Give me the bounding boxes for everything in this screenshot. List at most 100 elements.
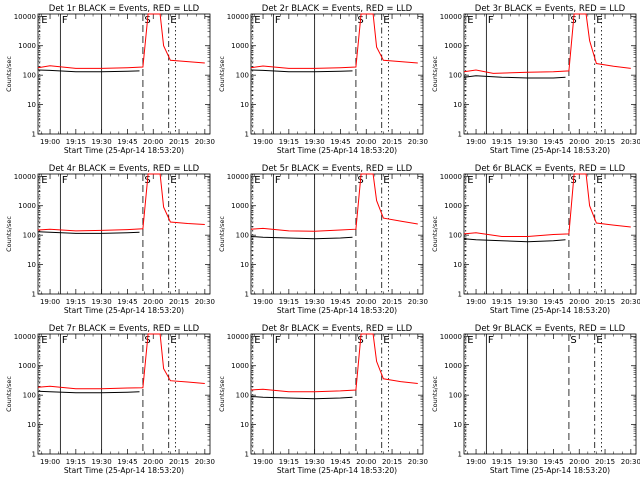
series-events-line [37,69,140,73]
x-tick-label: 20:00 [143,298,163,306]
x-axis-label: Start Time (25-Apr-14 18:53:20) [64,466,184,475]
y-tick-label: 1000 [231,42,249,50]
y-tick-label: 1 [245,451,249,459]
y-axis-label: Counts/sec [218,376,226,412]
y-tick-label: 10000 [440,333,462,341]
y-tick-label: 1 [32,131,36,139]
x-tick-label: 20:15 [595,458,615,466]
marker-label: E [254,335,260,346]
x-axis-label: Start Time (25-Apr-14 18:53:20) [277,306,397,315]
marker-label: S [570,335,576,346]
panel-title: Det 6r BLACK = Events, RED = LLD [475,164,626,174]
x-tick-label: 20:00 [356,458,376,466]
x-tick-label: 19:30 [92,458,112,466]
y-tick-label: 10000 [14,13,36,21]
plot-frame [37,173,211,295]
y-axis-label: Counts/sec [5,216,13,252]
plot-frame [37,333,211,455]
series-events-line [37,231,140,234]
x-tick-label: 19:45 [117,458,137,466]
series-lld-line [463,173,631,237]
marker-label: E [383,15,389,26]
y-tick-label: 10 [453,101,462,109]
panel-title: Det 7r BLACK = Events, RED = LLD [49,324,200,334]
y-tick-label: 10 [240,421,249,429]
marker-label: E [383,175,389,186]
x-tick-label: 20:15 [382,298,402,306]
y-tick-label: 10000 [14,173,36,181]
marker-label: E [41,335,47,346]
y-tick-label: 100 [236,392,249,400]
x-tick-label: 19:45 [330,458,350,466]
x-tick-label: 20:30 [621,458,640,466]
y-tick-label: 1 [458,291,462,299]
plot-frame [250,333,424,455]
x-tick-label: 19:00 [253,138,273,146]
y-tick-label: 100 [236,72,249,80]
x-tick-label: 19:30 [305,298,325,306]
y-tick-label: 1000 [231,202,249,210]
series-lld-line [463,13,631,74]
panel-title: Det 5r BLACK = Events, RED = LLD [262,164,413,174]
x-axis-label: Start Time (25-Apr-14 18:53:20) [277,466,397,475]
panel-title: Det 3r BLACK = Events, RED = LLD [475,4,626,14]
x-tick-label: 20:00 [569,458,589,466]
y-tick-label: 10 [27,101,36,109]
marker-label: F [488,15,494,26]
y-tick-label: 10000 [440,13,462,21]
series-lld-line [37,173,205,232]
x-tick-label: 19:00 [466,458,486,466]
plot-frame [463,333,637,455]
marker-label: E [254,175,260,186]
y-tick-label: 10000 [440,173,462,181]
x-tick-label: 20:00 [356,298,376,306]
marker-label: E [467,15,473,26]
marker-label: F [488,175,494,186]
x-tick-label: 19:15 [279,298,299,306]
marker-label: F [275,335,281,346]
plot-frame [250,13,424,135]
series-events-line [250,236,353,240]
x-tick-label: 20:15 [169,458,189,466]
y-tick-label: 10 [453,261,462,269]
series-lld-line [250,333,418,393]
x-tick-label: 20:00 [569,298,589,306]
y-tick-label: 10000 [14,333,36,341]
panel-det-6: Det 6r BLACK = Events, RED = LLD 1 10 100 10… [431,164,640,315]
y-tick-label: 1 [32,291,36,299]
y-tick-label: 10000 [227,13,249,21]
x-axis-label: Start Time (25-Apr-14 18:53:20) [490,146,610,155]
y-tick-label: 10000 [227,173,249,181]
y-tick-label: 1 [245,131,249,139]
series-events-line [463,75,566,79]
y-tick-label: 1000 [444,202,462,210]
x-tick-label: 20:30 [408,298,428,306]
panel-det-4: Det 4r BLACK = Events, RED = LLD 1 10 100 10… [5,164,215,315]
x-tick-label: 20:30 [408,458,428,466]
panel-title: Det 2r BLACK = Events, RED = LLD [262,4,413,14]
marker-label: E [467,335,473,346]
series-events-line [250,69,353,73]
x-tick-label: 20:15 [382,138,402,146]
panel-title: Det 9r BLACK = Events, RED = LLD [475,324,626,334]
y-tick-label: 10000 [227,333,249,341]
series-lld-line [250,173,418,232]
x-tick-label: 20:30 [408,138,428,146]
x-tick-label: 19:00 [466,298,486,306]
marker-label: F [62,175,68,186]
x-tick-label: 20:30 [195,458,215,466]
plot-frame [37,13,211,135]
x-tick-label: 19:30 [92,298,112,306]
marker-label: F [275,175,281,186]
x-tick-label: 20:30 [621,298,640,306]
y-axis-label: Counts/sec [5,376,13,412]
x-tick-label: 19:45 [543,298,563,306]
y-axis-label: Counts/sec [431,376,439,412]
y-tick-label: 10 [27,421,36,429]
y-tick-label: 100 [23,392,36,400]
series-events-line [463,238,566,243]
x-tick-label: 19:45 [330,298,350,306]
marker-label: F [488,335,494,346]
x-tick-label: 19:15 [66,458,86,466]
